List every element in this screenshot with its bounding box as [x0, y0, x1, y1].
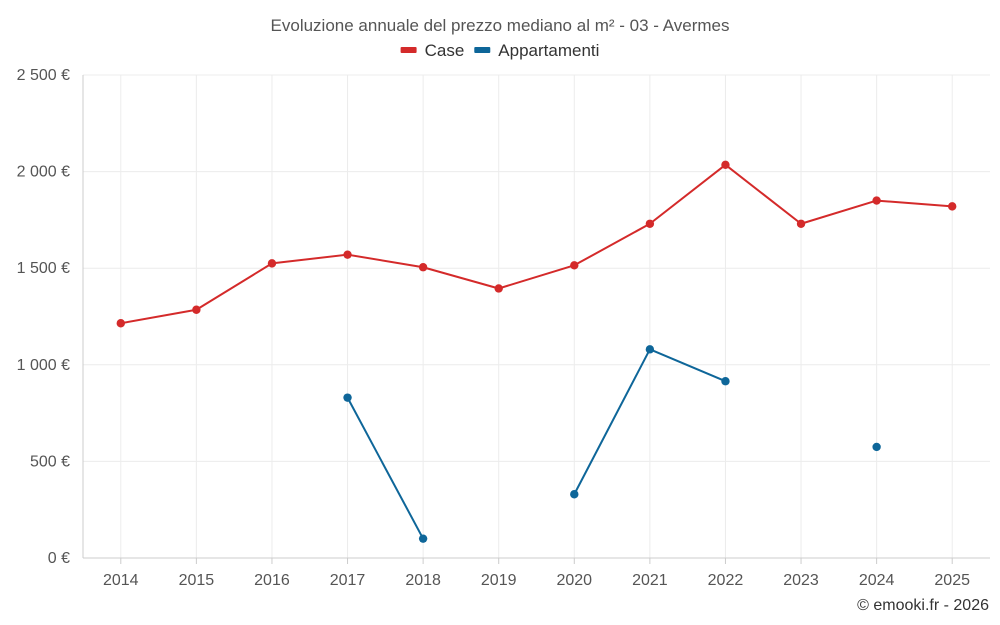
legend-swatch: [400, 47, 417, 53]
x-tick-label: 2019: [481, 572, 517, 589]
data-point-appartamenti[interactable]: [570, 490, 579, 499]
legend: Case Appartamenti: [400, 41, 599, 60]
y-tick-label: 1 500 €: [17, 260, 70, 277]
series-line-case: [120, 163, 953, 325]
legend-swatch: [474, 47, 491, 53]
series-case: [116, 160, 957, 328]
y-axis: 0 € 500 € 1 000 € 1 500 € 2 000 € 2 500 €: [17, 67, 84, 567]
x-tick-label: 2022: [708, 572, 744, 589]
x-tick-label: 2017: [330, 572, 366, 589]
data-point-case[interactable]: [796, 219, 806, 228]
data-point-case[interactable]: [418, 263, 428, 272]
grid: [83, 74, 990, 558]
y-tick-label: 1 000 €: [17, 357, 70, 374]
y-tick-label: 500 €: [30, 453, 70, 470]
x-tick-label: 2025: [934, 572, 970, 589]
x-tick-label: 2018: [405, 572, 441, 589]
legend-item-appartamenti[interactable]: Appartamenti: [474, 41, 599, 60]
x-axis: 2014 2015 2016 2017 2018 2019 2020 2021 2022 2023…: [83, 557, 990, 589]
data-point-appartamenti[interactable]: [645, 345, 655, 354]
series-appartamenti: [343, 345, 881, 543]
legend-item-case[interactable]: Case: [400, 41, 465, 60]
plot-area: [116, 160, 957, 543]
data-point-case[interactable]: [192, 305, 201, 314]
data-point-appartamenti[interactable]: [343, 393, 352, 402]
data-point-case[interactable]: [872, 196, 881, 205]
x-tick-label: 2023: [783, 572, 819, 589]
data-point-case[interactable]: [948, 202, 957, 211]
data-point-case[interactable]: [116, 319, 125, 328]
data-point-case[interactable]: [721, 160, 730, 170]
data-point-appartamenti[interactable]: [872, 442, 881, 452]
legend-label: Case: [425, 41, 465, 60]
x-tick-label: 2014: [103, 572, 139, 589]
x-tick-label: 2015: [179, 572, 215, 589]
data-point-appartamenti[interactable]: [418, 534, 428, 543]
x-tick-label: 2016: [254, 572, 290, 589]
data-point-case[interactable]: [267, 259, 277, 268]
x-tick-label: 2024: [859, 572, 895, 589]
credit-text: © emooki.fr - 2026: [857, 597, 989, 614]
data-point-case[interactable]: [343, 250, 352, 259]
x-tick-label: 2020: [556, 572, 592, 589]
y-tick-label: 0 €: [48, 550, 70, 567]
series-line-appartamenti: [346, 397, 425, 540]
legend-label: Appartamenti: [498, 41, 599, 60]
chart-title: Evoluzione annuale del prezzo mediano al…: [271, 16, 730, 35]
y-tick-label: 2 500 €: [17, 67, 70, 84]
data-point-case[interactable]: [494, 284, 503, 293]
y-tick-label: 2 000 €: [17, 164, 70, 181]
data-point-case[interactable]: [570, 261, 579, 270]
x-tick-label: 2021: [632, 572, 668, 589]
data-point-appartamenti[interactable]: [721, 377, 730, 386]
data-point-case[interactable]: [645, 219, 655, 228]
